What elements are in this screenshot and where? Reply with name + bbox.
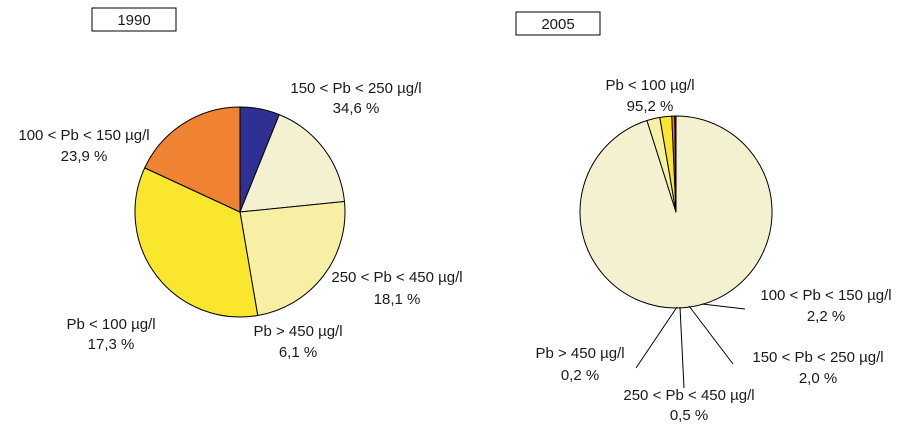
pie-slice-150-pb-250-ug-l-1990 (134, 167, 259, 318)
slice-label-100-150-1990: 100 < Pb < 150 µg/l (18, 127, 149, 144)
slice-label-under-100-1990: Pb < 100 µg/l (66, 316, 155, 333)
leader-line-150-250-2005 (688, 305, 734, 365)
leader-line-100-150-2005 (701, 303, 746, 310)
slice-label-250-450-1990: 250 < Pb < 450 µg/l (331, 269, 462, 286)
title-box-2005 (515, 11, 601, 36)
chart-2005: 2005 Pb < 100 µg/l 95,2 % 100 < Pb < 150… (515, 11, 892, 424)
chart-title-2005: 2005 (541, 16, 574, 33)
slice-label-under-100-2005: Pb < 100 µg/l (605, 77, 694, 94)
chart-1990: 1990 150 < Pb < 250 µg/l 34,6 % 100 < Pb… (18, 7, 463, 361)
pie-slice-250-pb-450-ug-l-1990 (144, 106, 241, 213)
slice-value-250-450-1990: 18,1 % (374, 291, 421, 308)
leader-line-over-450-2005 (635, 306, 678, 369)
slice-value-under-100-2005: 95,2 % (627, 98, 674, 115)
slice-value-250-450-2005: 0,5 % (670, 407, 708, 424)
pie-slice-pb-450-ug-l-2005 (674, 115, 677, 213)
slice-label-150-250-2005: 150 < Pb < 250 µg/l (752, 349, 883, 366)
leader-line-250-450-2005 (679, 306, 685, 389)
slice-value-under-100-1990: 17,3 % (88, 336, 135, 353)
slice-label-100-150-2005: 100 < Pb < 150 µg/l (760, 287, 891, 304)
slices-2005 (579, 115, 773, 309)
slice-value-over-450-1990: 6,1 % (279, 344, 317, 361)
pie-slice-100-pb-150-ug-l-1990 (239, 200, 346, 316)
slice-value-100-150-2005: 2,2 % (807, 308, 845, 325)
slices-1990 (134, 106, 346, 318)
slice-value-100-150-1990: 23,9 % (61, 148, 108, 165)
title-box-1990 (91, 7, 177, 32)
slice-label-over-450-2005: Pb > 450 µg/l (535, 345, 624, 362)
slice-label-over-450-1990: Pb > 450 µg/l (253, 323, 342, 340)
slice-label-150-250-1990: 150 < Pb < 250 µg/l (290, 80, 421, 97)
pie-slice-pb-100-ug-l-2005 (579, 115, 773, 309)
slice-value-150-250-2005: 2,0 % (799, 370, 837, 387)
chart-title-1990: 1990 (117, 12, 150, 29)
slice-label-250-450-2005: 250 < Pb < 450 µg/l (623, 387, 754, 404)
slice-value-over-450-2005: 0,2 % (561, 367, 599, 384)
pie-slice-pb-100-ug-l-1990 (239, 114, 345, 213)
slice-value-150-250-1990: 34,6 % (333, 100, 380, 117)
